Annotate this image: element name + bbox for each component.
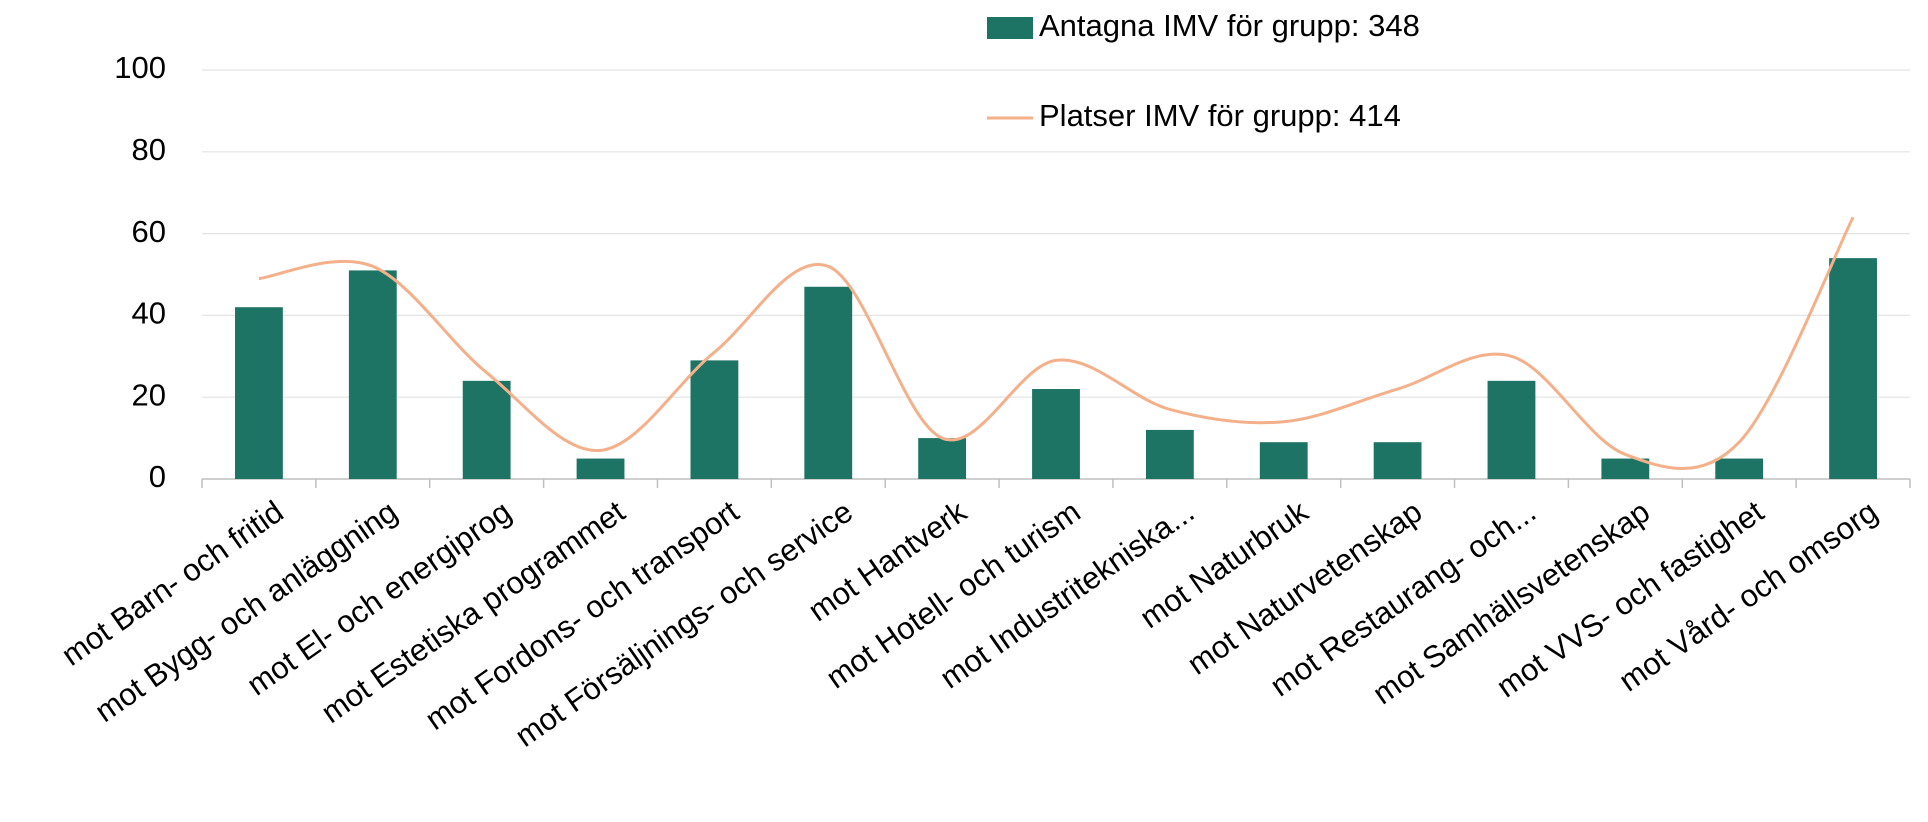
legend-swatch [987, 17, 1033, 39]
y-tick-label: 100 [114, 50, 166, 85]
y-tick-label: 60 [132, 214, 166, 249]
bar [690, 360, 739, 479]
bar [462, 380, 511, 479]
bar [1601, 458, 1650, 479]
y-tick-label: 20 [132, 377, 166, 412]
y-tick-label: 0 [149, 459, 166, 494]
bar [1032, 389, 1080, 479]
bar [1373, 442, 1422, 479]
bar [235, 307, 283, 479]
bar [1487, 380, 1536, 479]
line [258, 216, 1855, 471]
bar [918, 438, 967, 479]
bar [348, 270, 397, 479]
bar [1715, 458, 1764, 479]
bar [1145, 429, 1194, 479]
bar [804, 286, 853, 479]
legend-label: Platser IMV för grupp: 414 [1039, 98, 1401, 133]
bar [576, 458, 625, 479]
y-tick-label: 40 [132, 296, 166, 331]
legend-label: Antagna IMV för grupp: 348 [1039, 8, 1420, 43]
bar [1259, 442, 1308, 479]
y-tick-label: 80 [132, 132, 166, 167]
bar [1829, 258, 1877, 479]
